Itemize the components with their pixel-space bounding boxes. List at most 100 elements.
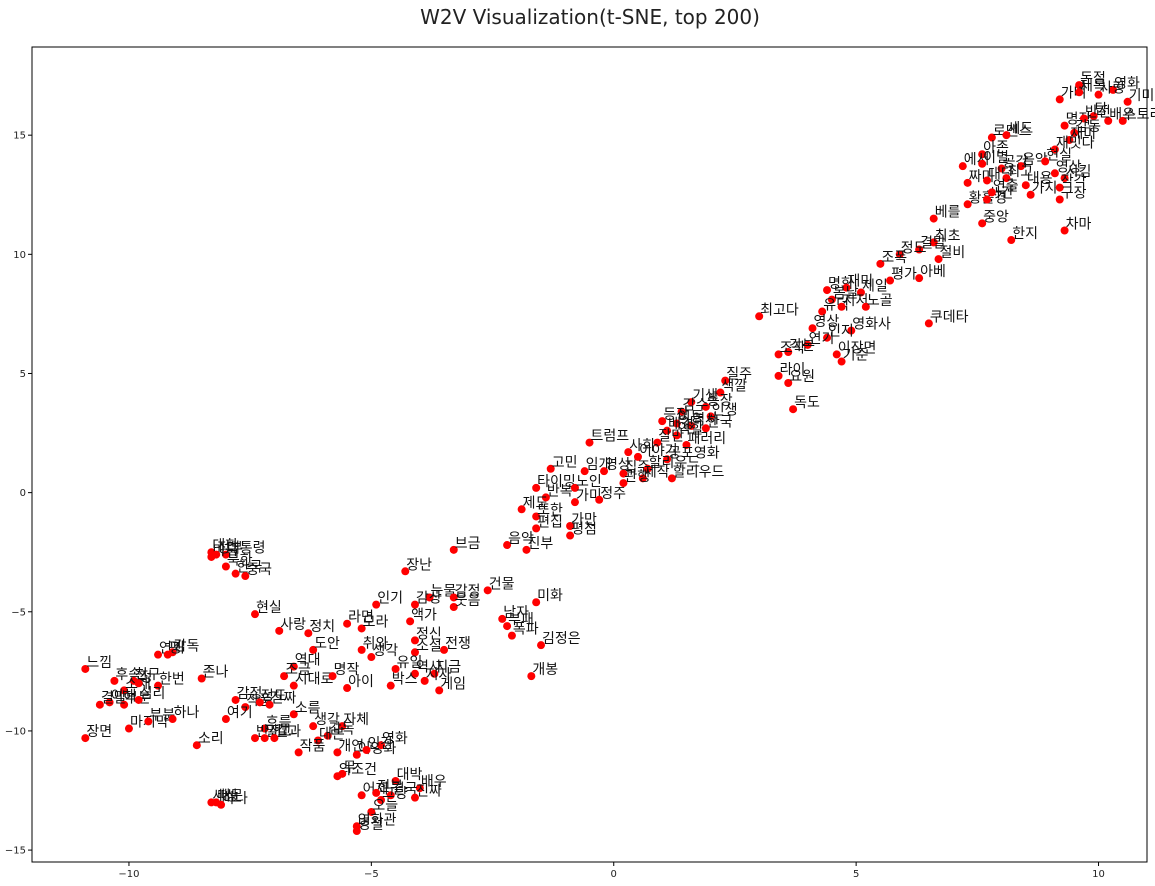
data-point bbox=[595, 495, 604, 504]
point-label: 도안 bbox=[314, 636, 340, 652]
data-point bbox=[876, 259, 885, 268]
point-label: 타이밍 bbox=[537, 474, 576, 490]
data-point bbox=[706, 412, 715, 421]
data-point bbox=[260, 724, 269, 733]
point-label: 정주 bbox=[600, 486, 626, 502]
y-tick-label: 10 bbox=[13, 250, 26, 261]
data-point bbox=[1109, 85, 1118, 94]
point-label: 기미 bbox=[1129, 88, 1155, 104]
data-point bbox=[415, 784, 424, 793]
point-label: 진짜 bbox=[416, 784, 442, 800]
point-label: 독도 bbox=[794, 395, 820, 411]
point-label: 감수 bbox=[683, 398, 709, 414]
point-label: 아이 bbox=[348, 674, 374, 690]
point-label: 배경 bbox=[668, 417, 694, 433]
data-point bbox=[1060, 226, 1069, 235]
point-label: 사회 bbox=[629, 438, 655, 454]
point-label: 가만 bbox=[571, 512, 597, 528]
data-point bbox=[716, 388, 725, 397]
data-point bbox=[755, 312, 764, 321]
data-point bbox=[978, 219, 987, 228]
data-point bbox=[377, 741, 386, 750]
data-point bbox=[372, 788, 381, 797]
point-label: 존나 bbox=[203, 665, 229, 681]
data-point bbox=[1060, 174, 1069, 183]
data-point bbox=[663, 455, 672, 464]
data-point bbox=[294, 748, 303, 757]
point-label: 현실 bbox=[256, 600, 282, 616]
point-label: 역사 bbox=[692, 412, 718, 428]
data-point bbox=[163, 650, 172, 659]
data-point bbox=[260, 734, 269, 743]
point-label: 모라 bbox=[363, 614, 389, 630]
point-label: 지저 bbox=[843, 293, 869, 309]
data-point bbox=[929, 214, 938, 223]
data-point bbox=[619, 479, 628, 488]
data-point bbox=[600, 467, 609, 476]
point-label: 음악 bbox=[1022, 152, 1048, 168]
data-point bbox=[1075, 81, 1084, 90]
point-label: 눈물 bbox=[431, 583, 457, 599]
point-label: 명절 bbox=[358, 817, 384, 833]
data-point bbox=[503, 622, 512, 631]
point-label: 개봉 bbox=[532, 662, 558, 678]
point-label: 역대 bbox=[295, 653, 321, 669]
chart-title: W2V Visualization(t-SNE, top 200) bbox=[420, 5, 760, 29]
point-label: 쿠데타 bbox=[930, 309, 969, 325]
point-label: 느낌 bbox=[86, 655, 112, 671]
point-label: 집주 bbox=[624, 460, 650, 476]
point-label: 정도 bbox=[901, 240, 927, 256]
data-point bbox=[425, 593, 434, 602]
point-label: 인간 bbox=[368, 736, 394, 752]
plot-frame bbox=[31, 46, 1148, 863]
data-point bbox=[338, 769, 347, 778]
point-label: 재미 bbox=[1070, 126, 1096, 142]
data-point bbox=[808, 324, 817, 333]
data-point bbox=[81, 734, 90, 743]
x-tick-label: −5 bbox=[364, 869, 379, 880]
data-point bbox=[677, 407, 686, 416]
data-point bbox=[963, 178, 972, 187]
point-label: 영상 bbox=[814, 314, 840, 330]
data-point bbox=[570, 483, 579, 492]
data-point bbox=[532, 524, 541, 533]
point-label: 김정은 bbox=[542, 631, 581, 647]
data-point bbox=[983, 195, 992, 204]
data-point bbox=[1026, 190, 1035, 199]
point-label: 절비 bbox=[940, 245, 966, 261]
data-point bbox=[362, 745, 371, 754]
point-label: 영화 bbox=[1114, 76, 1140, 92]
point-label: 고민 bbox=[552, 455, 578, 471]
data-point bbox=[241, 572, 250, 581]
data-point bbox=[619, 469, 628, 478]
data-point bbox=[357, 791, 366, 800]
data-point bbox=[449, 603, 458, 612]
data-point bbox=[1021, 181, 1030, 190]
data-point bbox=[1104, 116, 1113, 125]
point-label: 영상 bbox=[605, 457, 631, 473]
point-label: 세드 bbox=[1007, 121, 1033, 137]
data-point bbox=[212, 550, 221, 559]
point-label: 영화 bbox=[382, 731, 408, 747]
data-point bbox=[134, 695, 143, 704]
data-point bbox=[701, 402, 710, 411]
data-point bbox=[357, 624, 366, 633]
data-point bbox=[784, 348, 793, 357]
data-point bbox=[1041, 157, 1050, 166]
point-label: 한국 bbox=[237, 560, 263, 576]
data-point bbox=[721, 376, 730, 385]
point-label: 돈절 bbox=[1080, 71, 1106, 87]
point-label: 친구 bbox=[135, 667, 161, 683]
y-tick-label: 0 bbox=[20, 488, 26, 499]
point-label: 지자 bbox=[426, 667, 452, 683]
data-point bbox=[309, 645, 318, 654]
data-point bbox=[823, 286, 832, 295]
data-point bbox=[1094, 90, 1103, 99]
data-point bbox=[1002, 174, 1011, 183]
data-point bbox=[435, 686, 444, 695]
point-label: 통장 bbox=[707, 393, 733, 409]
data-point bbox=[323, 731, 332, 740]
point-label: 제일 bbox=[862, 278, 888, 294]
